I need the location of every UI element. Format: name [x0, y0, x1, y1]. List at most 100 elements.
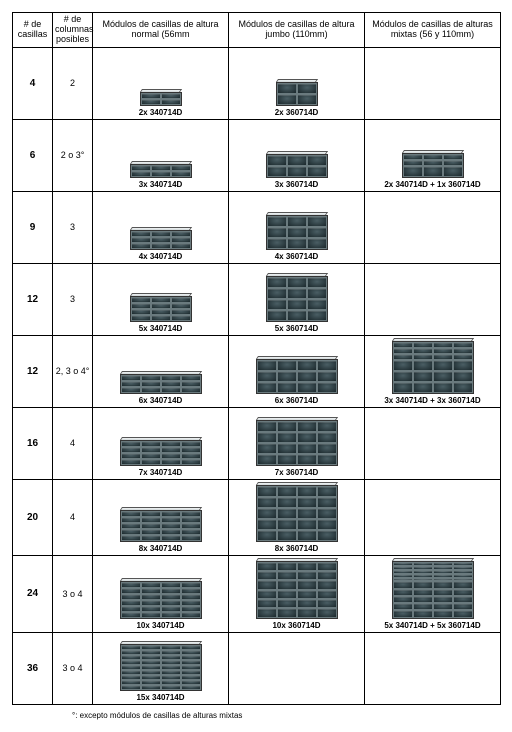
shelving-unit — [120, 371, 202, 394]
columnas-value: 3 o 4 — [53, 632, 93, 704]
cell-normal: 3x 340714D — [93, 119, 229, 191]
shelving-unit — [130, 227, 192, 250]
casillas-value: 6 — [13, 119, 53, 191]
module-label: 8x 340714D — [139, 544, 183, 553]
casillas-value: 16 — [13, 407, 53, 479]
columnas-value: 4 — [53, 479, 93, 555]
cell-normal: 10x 340714D — [93, 555, 229, 632]
module-label: 4x 360714D — [275, 252, 319, 261]
cell-mix — [365, 479, 501, 555]
cell-jumbo: 2x 360714D — [229, 47, 365, 119]
cell-mix — [365, 632, 501, 704]
casillas-value: 12 — [13, 335, 53, 407]
table-row: 123 5x 340714D 5x 360714D — [13, 263, 501, 335]
cell-jumbo: 3x 360714D — [229, 119, 365, 191]
table-row: 934x 340714D4x 360714D — [13, 191, 501, 263]
casillas-value: 24 — [13, 555, 53, 632]
table-row: 164 7x 340714D 7x 360714D — [13, 407, 501, 479]
shelving-unit — [256, 417, 338, 466]
casillas-value: 12 — [13, 263, 53, 335]
module-label: 2x 340714D — [139, 108, 183, 117]
columnas-value: 2, 3 o 4° — [53, 335, 93, 407]
cell-mix: 5x 340714D + 5x 360714D — [365, 555, 501, 632]
cell-mix: 3x 340714D + 3x 360714D — [365, 335, 501, 407]
header-mix: Módulos de casillas de alturas mixtas (5… — [365, 13, 501, 48]
footnote: °: excepto módulos de casillas de altura… — [72, 711, 500, 720]
cell-normal: 5x 340714D — [93, 263, 229, 335]
table-row: 204 8x 340714D 8x 360714D — [13, 479, 501, 555]
cell-jumbo — [229, 632, 365, 704]
casillas-value: 36 — [13, 632, 53, 704]
cell-normal: 8x 340714D — [93, 479, 229, 555]
table-row: 363 o 4 15x 340714D — [13, 632, 501, 704]
shelving-unit — [140, 89, 182, 106]
table-row: 62 o 3° 3x 340714D 3x 360714D 2x 340714D + … — [13, 119, 501, 191]
module-label: 7x 360714D — [275, 468, 319, 477]
casillas-value: 4 — [13, 47, 53, 119]
shelving-unit — [120, 437, 202, 466]
module-label: 4x 340714D — [139, 252, 183, 261]
module-label: 10x 360714D — [272, 621, 320, 630]
header-normal: Módulos de casillas de altura normal (56… — [93, 13, 229, 48]
cell-jumbo: 4x 360714D — [229, 191, 365, 263]
columnas-value: 3 — [53, 191, 93, 263]
shelving-unit — [392, 338, 474, 394]
cell-mix — [365, 407, 501, 479]
module-label: 3x 340714D — [139, 180, 183, 189]
cell-mix: 2x 340714D + 1x 360714D — [365, 119, 501, 191]
casillas-value: 20 — [13, 479, 53, 555]
header-columnas: # de columnas posibles — [53, 13, 93, 48]
shelving-unit — [120, 578, 202, 619]
columnas-value: 2 — [53, 47, 93, 119]
shelving-unit — [130, 293, 192, 322]
cell-normal: 4x 340714D — [93, 191, 229, 263]
cell-jumbo: 7x 360714D — [229, 407, 365, 479]
module-label: 3x 340714D + 3x 360714D — [384, 396, 480, 405]
cell-jumbo: 6x 360714D — [229, 335, 365, 407]
module-label: 15x 340714D — [136, 693, 184, 702]
shelving-unit — [256, 482, 338, 542]
header-jumbo: Módulos de casillas de altura jumbo (110… — [229, 13, 365, 48]
cell-mix — [365, 47, 501, 119]
module-label: 6x 360714D — [275, 396, 319, 405]
table-row: 42 2x 340714D 2x 360714D — [13, 47, 501, 119]
columnas-value: 2 o 3° — [53, 119, 93, 191]
shelving-unit — [276, 79, 318, 106]
shelving-unit — [256, 356, 338, 394]
module-label: 6x 340714D — [139, 396, 183, 405]
shelving-unit — [392, 558, 474, 619]
module-label: 2x 340714D + 1x 360714D — [384, 180, 480, 189]
cell-jumbo: 8x 360714D — [229, 479, 365, 555]
module-label: 10x 340714D — [136, 621, 184, 630]
shelving-unit — [266, 273, 328, 322]
columnas-value: 4 — [53, 407, 93, 479]
cell-normal: 15x 340714D — [93, 632, 229, 704]
table-row: 122, 3 o 4° 6x 340714D 6x 360714D 3x 340714… — [13, 335, 501, 407]
module-label: 5x 340714D + 5x 360714D — [384, 621, 480, 630]
module-label: 2x 360714D — [275, 108, 319, 117]
module-label: 8x 360714D — [275, 544, 319, 553]
cell-mix — [365, 263, 501, 335]
cell-normal: 6x 340714D — [93, 335, 229, 407]
module-label: 5x 340714D — [139, 324, 183, 333]
module-label: 5x 360714D — [275, 324, 319, 333]
shelving-unit — [256, 558, 338, 619]
cell-jumbo: 5x 360714D — [229, 263, 365, 335]
cell-normal: 2x 340714D — [93, 47, 229, 119]
cell-mix — [365, 191, 501, 263]
columnas-value: 3 o 4 — [53, 555, 93, 632]
table-row: 243 o 4 10x 340714D 10x 360714D 5x 340714D … — [13, 555, 501, 632]
cell-normal: 7x 340714D — [93, 407, 229, 479]
module-label: 7x 340714D — [139, 468, 183, 477]
module-table: # de casillas # de columnas posibles Mód… — [12, 12, 501, 705]
shelving-unit — [120, 507, 202, 542]
columnas-value: 3 — [53, 263, 93, 335]
cell-jumbo: 10x 360714D — [229, 555, 365, 632]
module-label: 3x 360714D — [275, 180, 319, 189]
shelving-unit — [266, 212, 328, 250]
shelving-unit — [266, 151, 328, 178]
shelving-unit — [130, 161, 192, 178]
header-casillas: # de casillas — [13, 13, 53, 48]
shelving-unit — [402, 150, 464, 178]
shelving-unit — [120, 641, 202, 691]
